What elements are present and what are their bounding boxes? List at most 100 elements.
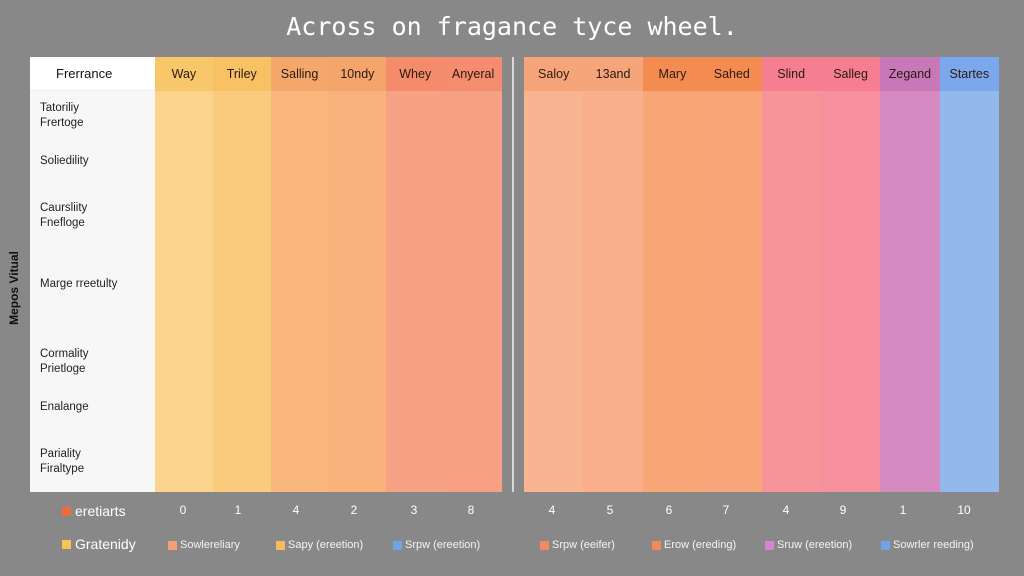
heatmap-column: Way bbox=[155, 57, 213, 492]
heatmap-column: Salleg bbox=[820, 57, 881, 492]
heatmap-column: Startes bbox=[939, 57, 999, 492]
value-label: 1 bbox=[234, 503, 242, 517]
row-label: Caursliity Fneflоge bbox=[40, 202, 88, 229]
row-label: Tatoriliy Frertoge bbox=[40, 102, 84, 129]
column-cell bbox=[642, 91, 703, 492]
legend-key-main: Gratenidy bbox=[62, 536, 136, 552]
column-header: Mary bbox=[642, 57, 703, 91]
value-row-key: eretiarts bbox=[62, 503, 126, 519]
value-row-label: eretiarts bbox=[75, 503, 126, 519]
legend-label: Sruw (ereetion) bbox=[777, 539, 853, 551]
heatmap-column: Triley bbox=[212, 57, 271, 492]
legend-item: Srpw (eeifer) bbox=[540, 539, 615, 551]
value-label: 3 bbox=[410, 503, 418, 517]
value-label: 4 bbox=[782, 503, 790, 517]
heatmap-column: Zegand bbox=[880, 57, 940, 492]
row-label: Cormality Prietloge bbox=[40, 348, 89, 375]
legend-label: Srpw (ereetion) bbox=[405, 539, 481, 551]
legend-swatch bbox=[540, 540, 549, 550]
column-header: Anyeral bbox=[444, 57, 502, 91]
y-axis-label-container: Mepos Vitual bbox=[3, 233, 25, 343]
legend-swatch bbox=[652, 540, 661, 550]
legend-item: Sruw (ereetion) bbox=[765, 539, 852, 551]
legend-item: Sowrler reeding) bbox=[881, 539, 974, 551]
column-header: Startes bbox=[939, 57, 999, 91]
value-label: 2 bbox=[350, 503, 358, 517]
column-header: Zegand bbox=[880, 57, 940, 91]
value-row: 0 1 4 2 3 8 4 5 6 7 4 9 1 10 bbox=[0, 503, 1024, 521]
row-label: Marge rreetulty bbox=[40, 278, 118, 290]
value-label: 6 bbox=[665, 503, 673, 517]
value-label: 4 bbox=[292, 503, 300, 517]
legend-label: Srpw (eeifer) bbox=[552, 539, 615, 551]
column-cell bbox=[386, 91, 445, 492]
legend-swatch bbox=[168, 540, 177, 550]
legend-label: Gratenidy bbox=[75, 536, 136, 552]
legend-swatch bbox=[393, 540, 402, 550]
column-header: Whey bbox=[386, 57, 445, 91]
column-header: 13and bbox=[583, 57, 643, 91]
legend-label: Sowrler reeding) bbox=[893, 539, 974, 551]
column-cell bbox=[212, 91, 271, 492]
column-header: Salleg bbox=[820, 57, 881, 91]
column-cell bbox=[939, 91, 999, 492]
column-cell bbox=[820, 91, 881, 492]
heatmap-column: Slind bbox=[761, 57, 821, 492]
left-heatmap-panel: Frerrance Tatoriliy Frertoge Soliedility… bbox=[30, 57, 502, 492]
heatmap-column: Sahed bbox=[702, 57, 762, 492]
legend-item: Sapy (ereetion) bbox=[276, 539, 363, 551]
y-axis-label: Mepos Vitual bbox=[7, 251, 22, 325]
column-cell bbox=[583, 91, 643, 492]
column-header: Triley bbox=[212, 57, 271, 91]
heatmap-column: Anyeral bbox=[444, 57, 502, 492]
legend-swatch bbox=[881, 540, 890, 550]
column-header: Saloy bbox=[524, 57, 584, 91]
legend-swatch bbox=[765, 540, 774, 550]
column-header: Sahed bbox=[702, 57, 762, 91]
column-header: Slind bbox=[761, 57, 821, 91]
row-label: Soliedility bbox=[40, 155, 89, 167]
legend-item: Sowlereliary bbox=[168, 539, 240, 551]
legend-label: Erow (ereding) bbox=[664, 539, 737, 551]
value-label: 0 bbox=[179, 503, 187, 517]
value-label: 8 bbox=[467, 503, 475, 517]
legend-swatch bbox=[62, 506, 71, 516]
column-cell bbox=[444, 91, 502, 492]
row-label-column: Frerrance Tatoriliy Frertoge Soliedility… bbox=[30, 57, 155, 492]
column-header: 10ndy bbox=[328, 57, 387, 91]
column-cell bbox=[155, 91, 213, 492]
column-cell bbox=[880, 91, 940, 492]
value-label: 10 bbox=[957, 503, 971, 517]
column-cell bbox=[270, 91, 329, 492]
legend-label: Sowlereliary bbox=[180, 539, 240, 551]
row-header: Frerrance bbox=[30, 57, 155, 91]
row-labels: Tatoriliy Frertoge Soliedility Caursliit… bbox=[30, 91, 155, 492]
heatmap-column: Salling bbox=[270, 57, 329, 492]
heatmap-column: Whey bbox=[386, 57, 445, 492]
chart-title: Across on fragance tyce wheel. bbox=[286, 12, 738, 41]
value-label: 9 bbox=[839, 503, 847, 517]
value-label: 5 bbox=[606, 503, 614, 517]
column-cell bbox=[328, 91, 387, 492]
right-heatmap-panel: Saloy 13and Mary Sahed Slind Salleg Zega… bbox=[524, 57, 999, 492]
legend-item: Srpw (ereetion) bbox=[393, 539, 480, 551]
legend-swatch bbox=[62, 539, 71, 549]
heatmap-column: Saloy bbox=[524, 57, 584, 492]
heatmap-column: Mary bbox=[642, 57, 703, 492]
row-label: Pariality Firaltype bbox=[40, 448, 85, 475]
value-label: 4 bbox=[548, 503, 556, 517]
legend-swatch bbox=[276, 540, 285, 550]
value-label: 7 bbox=[722, 503, 730, 517]
column-cell bbox=[761, 91, 821, 492]
column-cell bbox=[524, 91, 584, 492]
column-header: Way bbox=[155, 57, 213, 91]
column-header: Salling bbox=[270, 57, 329, 91]
legend-item: Erow (ereding) bbox=[652, 539, 736, 551]
column-cell bbox=[702, 91, 762, 492]
legend-label: Sapy (ereetion) bbox=[288, 539, 364, 551]
heatmap-column: 13and bbox=[583, 57, 643, 492]
heatmap-column: 10ndy bbox=[328, 57, 387, 492]
row-label: Enalange bbox=[40, 401, 89, 413]
panel-divider bbox=[512, 57, 514, 492]
value-label: 1 bbox=[899, 503, 907, 517]
